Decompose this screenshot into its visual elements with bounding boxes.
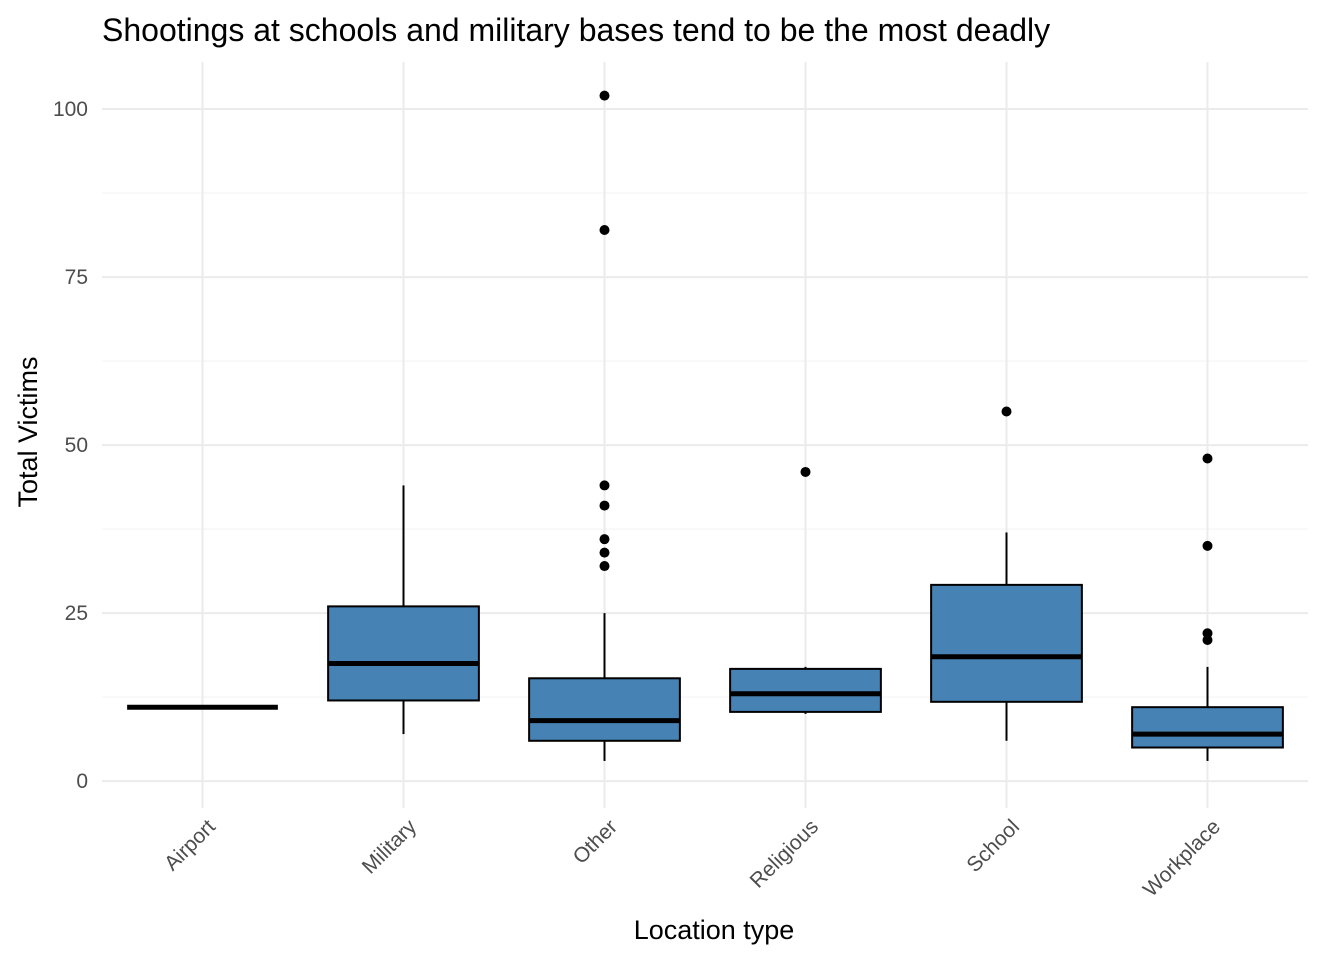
outlier-point	[800, 466, 811, 477]
major-gridlines	[102, 62, 1308, 808]
outlier-point	[599, 547, 610, 558]
y-tick-label-50: 50	[65, 434, 88, 457]
outlier-point	[599, 225, 610, 236]
box-body	[729, 667, 882, 713]
y-tick-label-75: 75	[65, 266, 88, 289]
outlier-point	[1202, 540, 1213, 551]
outlier-point	[599, 90, 610, 101]
x-axis-title: Location type	[634, 915, 795, 945]
y-axis-ticks: 0 25 50 75 100	[53, 98, 88, 793]
y-tick-label-100: 100	[53, 98, 88, 121]
outlier-point	[599, 480, 610, 491]
box-religious	[729, 466, 882, 714]
x-tick-label-religious: Religious	[746, 815, 823, 892]
box-workplace	[1131, 453, 1284, 761]
y-axis-title: Total Victims	[13, 356, 43, 507]
box-school	[930, 406, 1083, 741]
x-tick-label-other: Other	[569, 815, 622, 868]
box-body	[1131, 706, 1284, 749]
x-axis-ticks: Airport Military Other Religious School Workp…	[160, 815, 1225, 901]
x-tick-label-workplace: Workplace	[1139, 815, 1225, 901]
box-body	[930, 583, 1083, 703]
outlier-point	[1202, 634, 1213, 645]
box-other	[528, 90, 681, 761]
x-tick-label-airport: Airport	[160, 815, 220, 875]
box-body	[327, 605, 480, 702]
outlier-point	[599, 500, 610, 511]
y-tick-label-25: 25	[65, 602, 88, 625]
outlier-point	[1001, 406, 1012, 417]
y-tick-label-0: 0	[76, 770, 88, 793]
outlier-point	[1202, 453, 1213, 464]
box-body	[528, 677, 681, 742]
box-military	[327, 485, 480, 735]
boxes	[127, 90, 1284, 761]
chart-title: Shootings at schools and military bases …	[102, 12, 1050, 48]
x-tick-label-school: School	[962, 815, 1024, 877]
outlier-point	[599, 534, 610, 545]
x-tick-label-military: Military	[358, 815, 422, 879]
outlier-point	[599, 561, 610, 572]
minor-gridlines	[102, 192, 1308, 698]
